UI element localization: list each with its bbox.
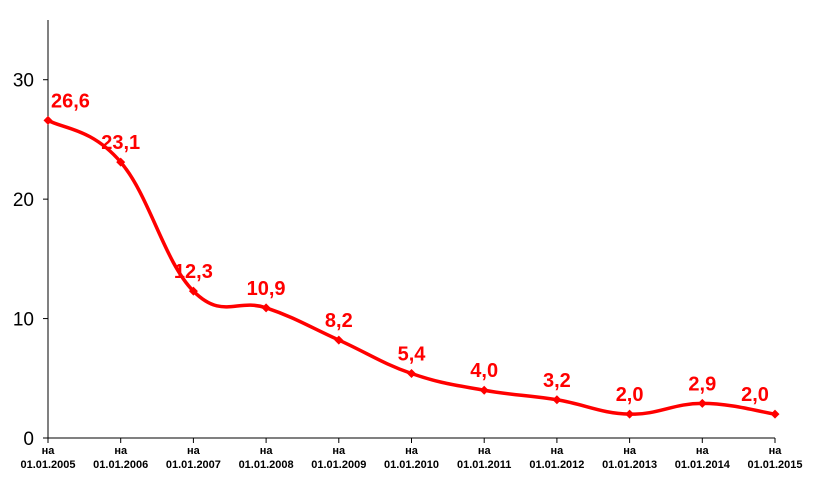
data-label: 10,9 bbox=[247, 278, 286, 300]
x-tick-label-prefix: на bbox=[623, 445, 637, 457]
data-label: 3,2 bbox=[543, 370, 571, 392]
x-tick-label-prefix: на bbox=[187, 445, 201, 457]
data-point-marker bbox=[407, 369, 416, 379]
data-label: 2,0 bbox=[616, 384, 644, 406]
y-tick-label: 20 bbox=[13, 190, 34, 211]
x-tick-label-prefix: на bbox=[114, 445, 128, 457]
data-point-marker bbox=[188, 286, 198, 296]
data-label: 4,0 bbox=[470, 360, 498, 382]
x-tick-label-prefix: на bbox=[551, 445, 565, 457]
x-tick-label-date: 01.01.2014 bbox=[675, 459, 731, 471]
x-tick-label-prefix: на bbox=[696, 445, 710, 457]
x-tick-label-date: 01.01.2006 bbox=[93, 459, 148, 471]
y-tick-label: 10 bbox=[13, 310, 34, 331]
data-label: 2,9 bbox=[688, 373, 716, 395]
x-tick-label-prefix: на bbox=[42, 445, 56, 457]
x-tick-label-prefix: на bbox=[478, 445, 492, 457]
data-labels: 26,6 23,1 12,3 10,9 8,2 5,4 4,0 3,2 2,0 2,9 2,0 bbox=[51, 90, 769, 406]
data-point-marker bbox=[334, 335, 344, 345]
x-tick-label-prefix: на bbox=[405, 445, 419, 457]
data-label: 5,4 bbox=[398, 344, 427, 366]
data-point-marker bbox=[479, 385, 489, 395]
x-tick-label-date: 01.01.2012 bbox=[529, 459, 584, 471]
x-tick-label-date: 01.01.2010 bbox=[384, 459, 439, 471]
data-point-marker bbox=[770, 409, 780, 419]
x-tick-label-date: 01.01.2009 bbox=[311, 459, 366, 471]
y-tick-label: 0 bbox=[23, 429, 34, 450]
x-tick-label-date: 01.01.2005 bbox=[20, 459, 75, 471]
x-tick-label-prefix: на bbox=[769, 445, 783, 457]
series-markers bbox=[43, 115, 780, 419]
x-tick-label-date: 01.01.2008 bbox=[239, 459, 294, 471]
data-label: 2,0 bbox=[741, 384, 769, 406]
x-tick-label-prefix: на bbox=[260, 445, 274, 457]
data-point-marker bbox=[43, 115, 53, 125]
x-axis-ticks: на 01.01.2005 на 01.01.2006 на 01.01.2007 на 01… bbox=[20, 438, 803, 471]
x-tick-label-prefix: на bbox=[332, 445, 346, 457]
y-tick-label: 30 bbox=[13, 71, 34, 92]
data-point-marker bbox=[697, 398, 707, 408]
data-point-marker bbox=[625, 409, 635, 419]
x-tick-label-date: 01.01.2013 bbox=[602, 459, 657, 471]
y-axis-ticks: 0 10 20 30 bbox=[13, 71, 48, 450]
data-label: 26,6 bbox=[51, 90, 90, 112]
series-line bbox=[47, 118, 776, 416]
data-label: 23,1 bbox=[101, 132, 140, 154]
data-label: 12,3 bbox=[174, 261, 213, 283]
data-point-marker bbox=[116, 157, 126, 167]
data-label: 8,2 bbox=[325, 310, 353, 332]
data-point-marker bbox=[261, 303, 271, 313]
x-tick-label-date: 01.01.2015 bbox=[747, 459, 802, 471]
data-point-marker bbox=[552, 395, 562, 405]
x-tick-label-date: 01.01.2011 bbox=[457, 459, 511, 471]
x-tick-label-date: 01.01.2007 bbox=[166, 459, 221, 471]
